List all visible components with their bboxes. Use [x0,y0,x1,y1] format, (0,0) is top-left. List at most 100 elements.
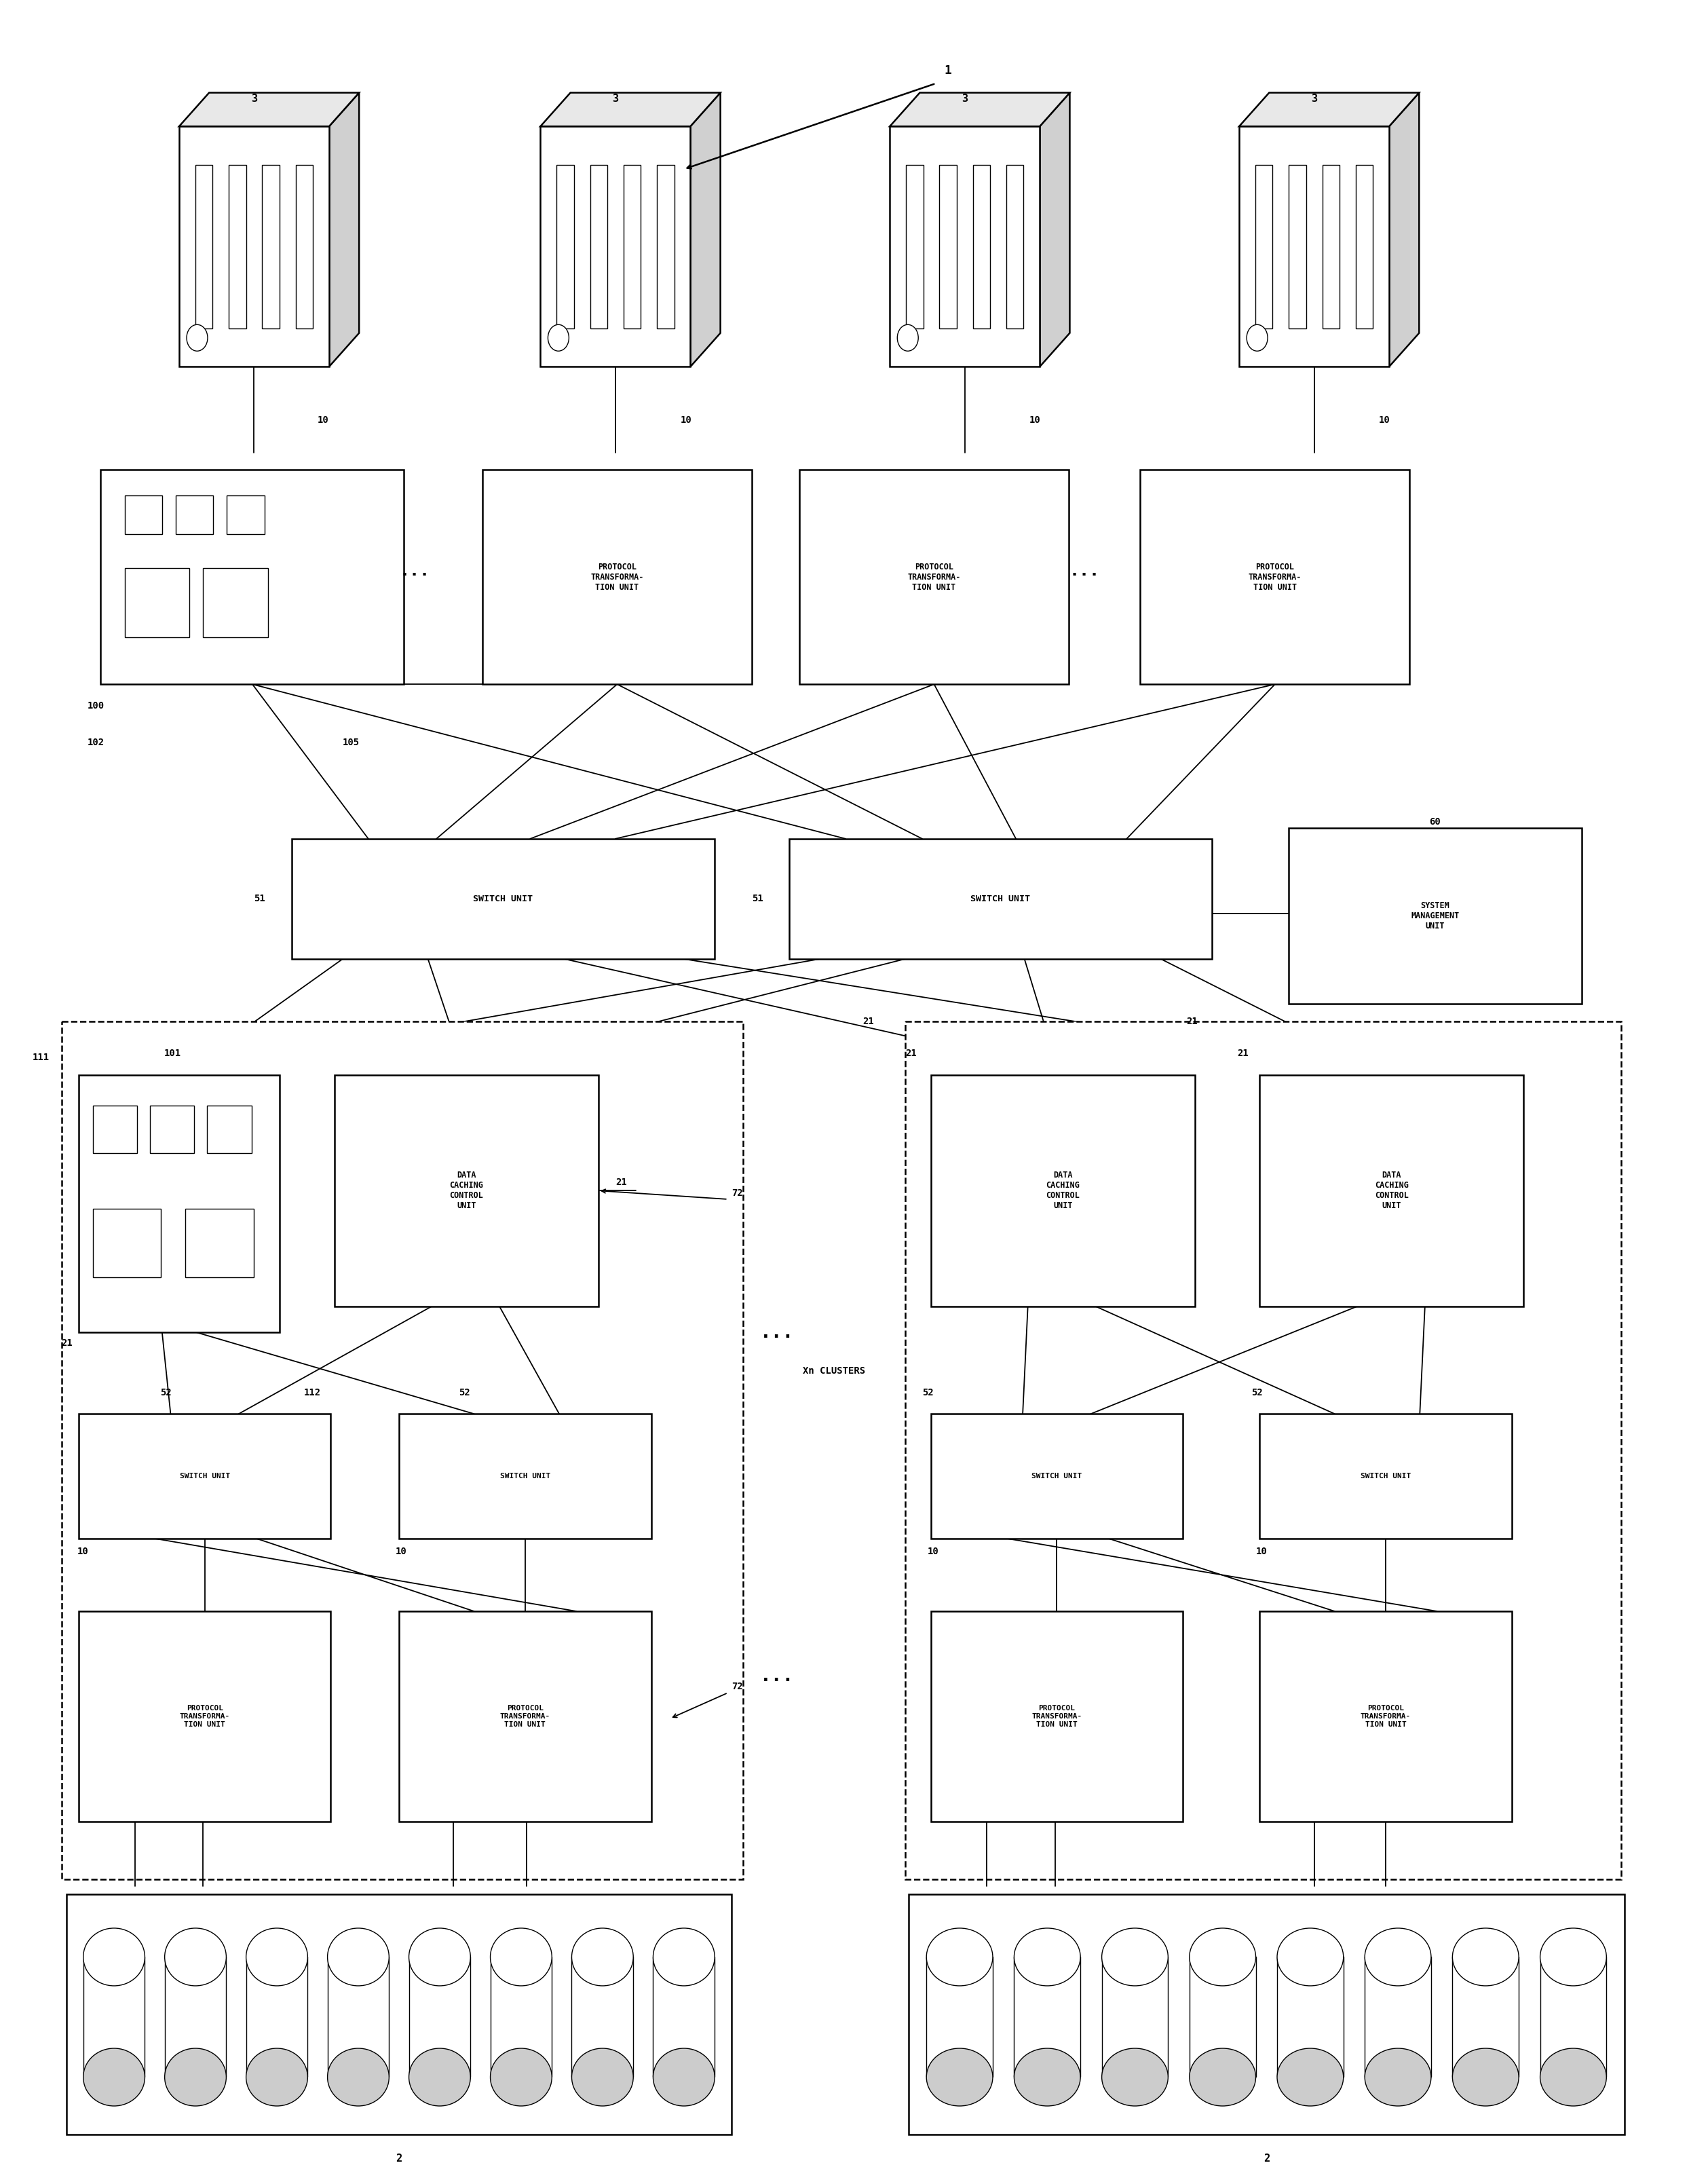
Text: 10: 10 [1378,415,1390,426]
Bar [125,495,162,534]
Text: 102: 102 [87,738,104,746]
Ellipse shape [1015,2048,1081,2107]
Bar [1240,125,1389,368]
Circle shape [548,324,569,350]
Polygon shape [1040,93,1069,368]
Text: SWITCH UNIT: SWITCH UNIT [970,895,1030,904]
Ellipse shape [1102,1927,1168,1986]
Bar [227,495,265,534]
Bar [164,1958,225,2076]
Bar [101,469,405,684]
Ellipse shape [572,2048,634,2107]
Bar [931,1075,1196,1306]
Bar [1102,1958,1168,2076]
Ellipse shape [652,2048,714,2107]
Ellipse shape [1541,1927,1607,1986]
Ellipse shape [1102,2048,1168,2107]
Text: SWITCH UNIT: SWITCH UNIT [1032,1473,1081,1479]
Text: PROTOCOL
TRANSFORMA-
TION UNIT: PROTOCOL TRANSFORMA- TION UNIT [907,562,960,590]
Bar [490,1958,552,2076]
Text: 52: 52 [459,1389,470,1397]
Circle shape [1247,324,1267,350]
Circle shape [186,324,208,350]
Bar [1356,164,1373,329]
Ellipse shape [164,1927,225,1986]
Text: 3: 3 [611,93,618,104]
Ellipse shape [1189,2048,1255,2107]
Ellipse shape [84,2048,145,2107]
Bar [974,164,991,329]
Text: SWITCH UNIT: SWITCH UNIT [179,1473,231,1479]
Text: 10: 10 [318,415,328,426]
Text: SWITCH UNIT: SWITCH UNIT [473,895,533,904]
Bar [939,164,956,329]
Text: 3: 3 [962,93,968,104]
Text: 72: 72 [731,1187,743,1198]
Text: SYSTEM
MANAGEMENT
UNIT: SYSTEM MANAGEMENT UNIT [1411,902,1459,930]
Ellipse shape [1278,1927,1344,1986]
Bar [1006,164,1023,329]
Bar [1278,1958,1344,2076]
Text: 2: 2 [1264,2154,1269,2163]
Ellipse shape [1189,1927,1255,1986]
Bar [926,1958,992,2076]
Bar [67,1895,731,2135]
Bar [179,125,330,368]
Ellipse shape [328,1927,389,1986]
Ellipse shape [926,1927,992,1986]
Polygon shape [1389,93,1419,368]
Text: 10: 10 [77,1547,89,1555]
Ellipse shape [572,1927,634,1986]
Text: PROTOCOL
TRANSFORMA-
TION UNIT: PROTOCOL TRANSFORMA- TION UNIT [1249,562,1301,590]
Ellipse shape [1452,1927,1518,1986]
Bar [557,164,574,329]
Bar [905,1021,1621,1880]
Text: PROTOCOL
TRANSFORMA-
TION UNIT: PROTOCOL TRANSFORMA- TION UNIT [1032,1704,1081,1728]
Bar [905,164,924,329]
Text: PROTOCOL
TRANSFORMA-
TION UNIT: PROTOCOL TRANSFORMA- TION UNIT [500,1704,550,1728]
Bar [335,1075,598,1306]
Ellipse shape [328,2048,389,2107]
Text: 51: 51 [752,893,763,904]
Bar [84,1958,145,2076]
Text: ...: ... [760,1666,794,1685]
Text: 52: 52 [1250,1389,1262,1397]
Text: 10: 10 [927,1547,939,1555]
Ellipse shape [490,1927,552,1986]
Ellipse shape [1365,2048,1431,2107]
Text: 10: 10 [1030,415,1040,426]
Bar [61,1021,743,1880]
Text: 60: 60 [1430,818,1442,826]
Text: DATA
CACHING
CONTROL
UNIT: DATA CACHING CONTROL UNIT [1375,1170,1409,1211]
Bar [150,1105,195,1153]
Bar [79,1415,331,1538]
Ellipse shape [1365,1927,1431,1986]
Bar [623,164,640,329]
Text: PROTOCOL
TRANSFORMA-
TION UNIT: PROTOCOL TRANSFORMA- TION UNIT [1361,1704,1411,1728]
Text: 111: 111 [32,1053,50,1062]
Ellipse shape [490,2048,552,2107]
Text: 21: 21 [61,1339,73,1348]
Ellipse shape [926,2048,992,2107]
Text: 10: 10 [1255,1547,1267,1555]
Bar [195,164,212,329]
Bar [125,569,190,638]
Ellipse shape [246,2048,307,2107]
Bar [789,839,1213,958]
Bar [328,1958,389,2076]
Bar [79,1611,331,1821]
Ellipse shape [246,1927,307,1986]
Text: ...: ... [760,1324,794,1341]
Text: 21: 21 [863,1017,874,1025]
Text: SWITCH UNIT: SWITCH UNIT [500,1473,550,1479]
Bar [1189,1958,1255,2076]
Bar [1290,164,1307,329]
Text: Xn CLUSTERS: Xn CLUSTERS [803,1367,866,1376]
Bar [79,1075,280,1332]
Ellipse shape [652,1927,714,1986]
Bar [482,469,752,684]
Polygon shape [890,93,1069,125]
Polygon shape [1240,93,1419,125]
Text: PROTOCOL
TRANSFORMA-
TION UNIT: PROTOCOL TRANSFORMA- TION UNIT [179,1704,231,1728]
Bar [1015,1958,1081,2076]
